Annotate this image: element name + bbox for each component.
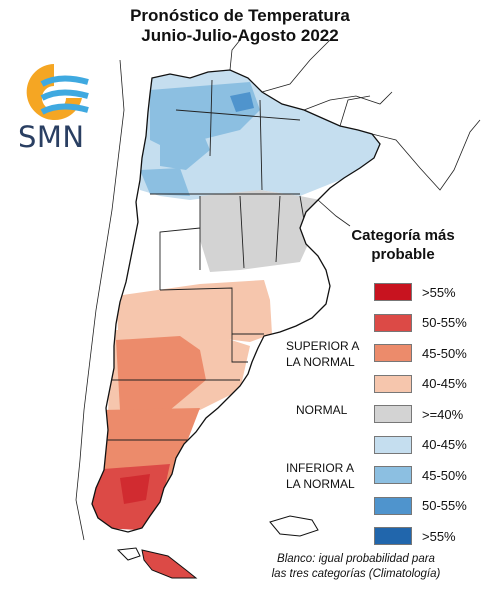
legend-label: 40-45% <box>422 376 467 391</box>
footnote-line-2: las tres categorías (Climatología) <box>271 568 441 580</box>
legend-swatch <box>374 283 412 301</box>
legend-swatch <box>374 405 412 423</box>
legend-swatch <box>374 527 412 545</box>
legend-group-normal: NORMAL <box>296 402 347 418</box>
legend-label: 45-50% <box>422 345 467 361</box>
footnote-line-1: Blanco: igual probabilidad para <box>277 553 435 565</box>
neighbor-borders <box>75 39 481 541</box>
legend-label: 40-45% <box>422 437 467 452</box>
province-borders <box>100 79 309 441</box>
group-superior-line-1: SUPERIOR A <box>286 339 360 353</box>
legend-title-line-1: Categoría más <box>351 227 455 244</box>
legend-item: 45-50% <box>374 465 467 485</box>
legend-item: >55% <box>374 526 456 546</box>
legend-item: 50-55% <box>374 496 467 516</box>
legend-swatch <box>374 466 412 484</box>
group-superior-line-2: LA NORMAL <box>286 355 355 369</box>
legend-label: 45-50% <box>422 467 467 483</box>
legend-label: >55% <box>422 284 456 300</box>
legend-item: >=40% <box>374 404 463 424</box>
title-line-2: Junio-Julio-Agosto 2022 <box>141 26 339 45</box>
legend-item: 40-45% <box>374 374 467 394</box>
legend-swatch <box>374 435 412 454</box>
legend-item: 45-50% <box>374 343 467 363</box>
footnote: Blanco: igual probabilidad para las tres… <box>246 552 466 582</box>
legend-title: Categoría más probable <box>338 226 468 264</box>
legend-label: 50-55% <box>422 498 467 513</box>
legend-label: 50-55% <box>422 315 467 330</box>
legend-title-line-2: probable <box>371 246 435 263</box>
legend-group-inferior: INFERIOR A LA NORMAL <box>286 460 355 492</box>
group-normal-line-1: NORMAL <box>296 403 348 417</box>
legend-item: 50-55% <box>374 313 467 333</box>
legend-swatch <box>374 374 412 393</box>
legend-label: >55% <box>422 528 456 544</box>
legend-swatch <box>374 313 412 332</box>
title-line-1: Pronóstico de Temperatura <box>130 6 350 25</box>
legend-swatch <box>374 496 412 515</box>
logo-text: SMN <box>18 120 85 154</box>
legend-group-superior: SUPERIOR A LA NORMAL <box>286 338 359 370</box>
group-inferior-line-2: LA NORMAL <box>286 477 355 491</box>
legend-swatch <box>374 344 412 362</box>
legend-item: >55% <box>374 282 456 302</box>
smn-logo-icon <box>26 64 89 120</box>
legend-item: 40-45% <box>374 435 467 455</box>
map-title: Pronóstico de Temperatura Junio-Julio-Ag… <box>80 6 400 46</box>
group-inferior-line-1: INFERIOR A <box>286 461 355 475</box>
legend-label: >=40% <box>422 406 464 422</box>
